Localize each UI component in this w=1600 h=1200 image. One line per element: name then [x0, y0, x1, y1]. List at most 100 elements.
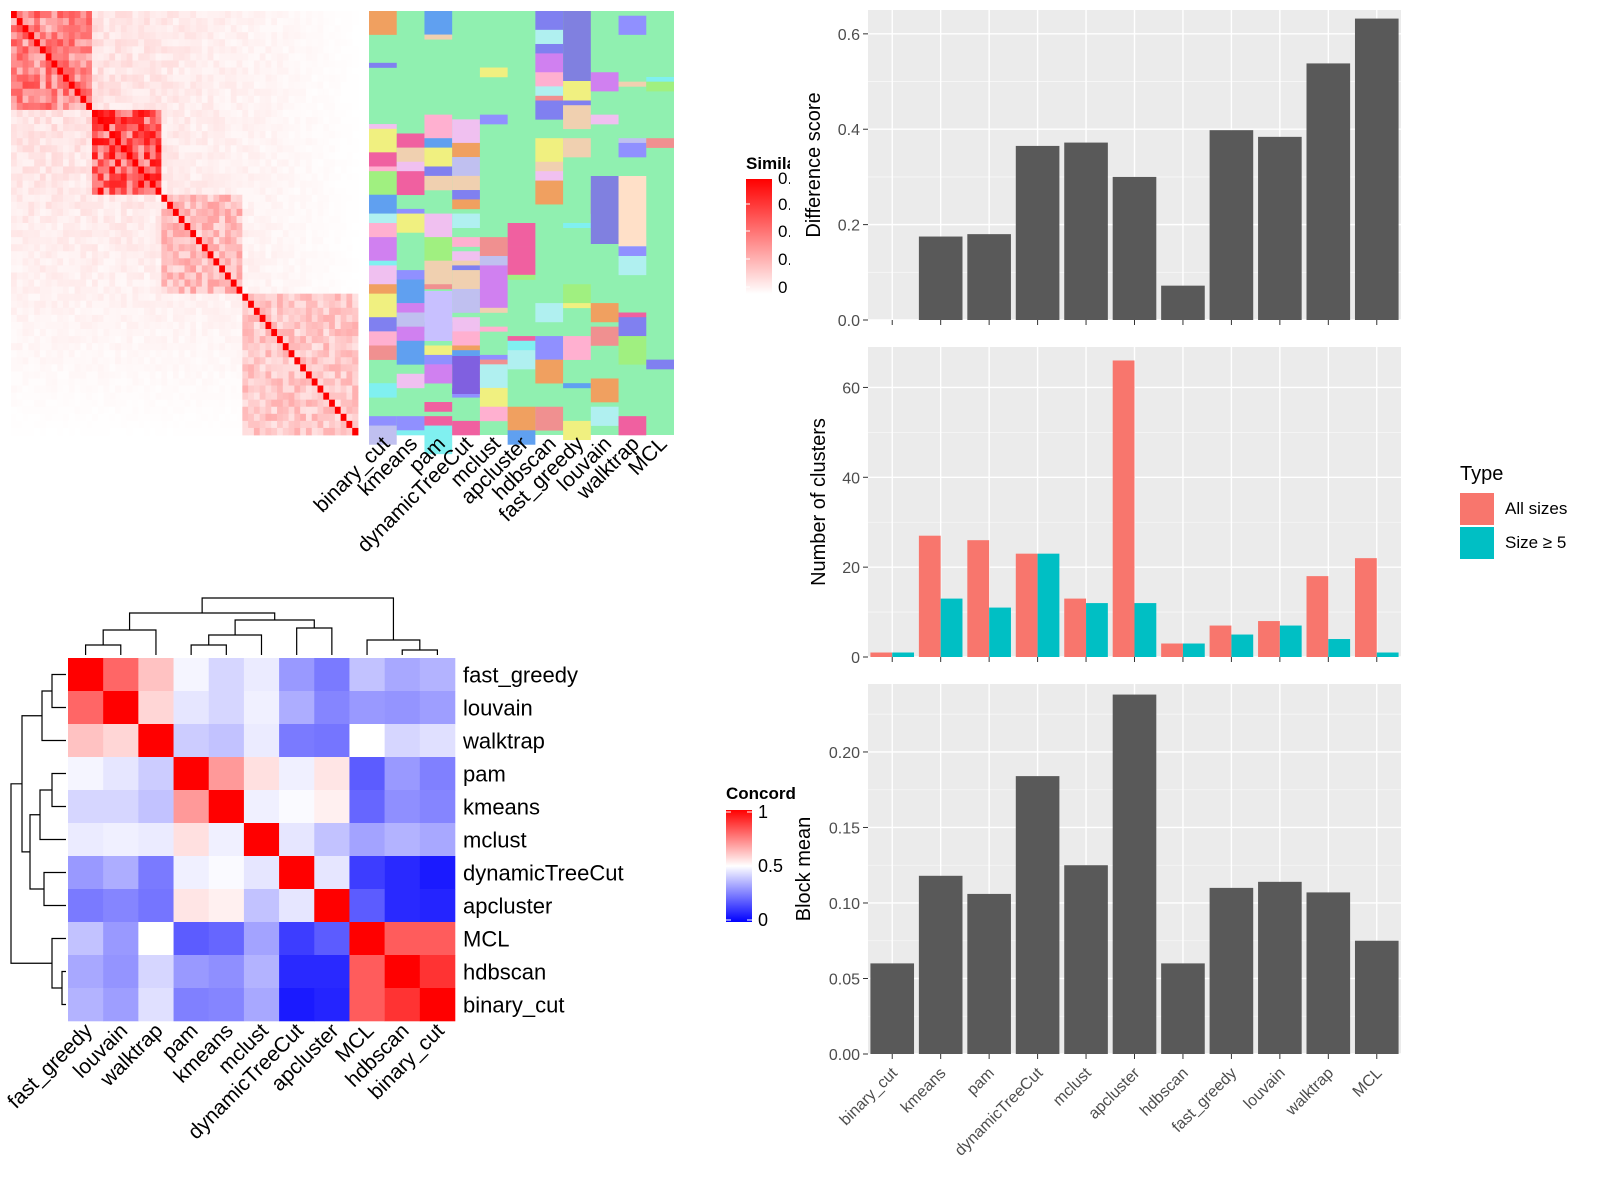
similarity-cell	[149, 131, 156, 139]
similarity-cell	[39, 329, 47, 337]
similarity-cell	[109, 265, 116, 273]
similarity-cell	[201, 131, 209, 139]
similarity-cell	[138, 385, 145, 393]
similarity-cell	[253, 67, 261, 75]
similarity-cell	[39, 244, 47, 252]
similarity-cell	[161, 208, 168, 217]
similarity-cell	[39, 194, 47, 203]
similarity-cell	[329, 385, 336, 393]
similarity-cell	[213, 350, 220, 358]
similarity-cell	[167, 117, 174, 125]
similarity-cell	[248, 371, 255, 379]
similarity-cell	[167, 399, 174, 408]
bar	[870, 652, 893, 657]
similarity-cell	[248, 329, 255, 337]
bar	[1231, 634, 1254, 657]
cluster-segment	[369, 293, 397, 318]
y-tick-label: 0.4	[838, 122, 860, 139]
similarity-cell	[207, 81, 214, 90]
cluster-segment	[452, 288, 480, 313]
similarity-cell	[51, 53, 58, 61]
similarity-cell	[277, 32, 284, 40]
similarity-cell	[51, 159, 58, 167]
cluster-segment	[618, 255, 647, 276]
similarity-cell	[34, 32, 41, 40]
similarity-cell	[161, 95, 168, 104]
similarity-cell	[16, 307, 23, 316]
similarity-cell	[126, 173, 133, 181]
similarity-cell	[201, 32, 209, 40]
similarity-cell	[28, 88, 35, 97]
concordance-cell	[173, 658, 210, 692]
similarity-cell	[63, 39, 70, 47]
similarity-cell	[207, 102, 214, 111]
similarity-cell	[103, 102, 110, 111]
similarity-cell	[253, 399, 261, 408]
similarity-cell	[22, 95, 29, 104]
similarity-cell	[265, 67, 272, 75]
similarity-cell	[207, 300, 214, 309]
similarity-cell	[11, 32, 18, 40]
similarity-cell	[311, 279, 318, 287]
similarity-cell	[207, 244, 214, 252]
similarity-cell	[219, 321, 226, 330]
cluster-segment	[452, 270, 480, 290]
similarity-cell	[34, 39, 41, 47]
similarity-cell	[352, 251, 359, 259]
similarity-cell	[57, 279, 64, 287]
similarity-cell	[224, 293, 232, 302]
similarity-cell	[329, 159, 336, 167]
similarity-cell	[132, 300, 139, 309]
similarity-cell	[91, 187, 99, 196]
similarity-cell	[271, 272, 278, 280]
similarity-cell	[86, 286, 93, 295]
similarity-cell	[97, 32, 104, 40]
similarity-cell	[311, 406, 318, 415]
similarity-cell	[51, 378, 58, 386]
similarity-cell	[155, 102, 162, 111]
similarity-cell	[80, 321, 87, 330]
similarity-cell	[224, 364, 232, 372]
similarity-cell	[63, 187, 70, 196]
similarity-cell	[190, 343, 197, 351]
similarity-cell	[45, 159, 52, 167]
similarity-cell	[253, 53, 261, 61]
similarity-cell	[294, 159, 301, 167]
similarity-cell	[259, 39, 266, 47]
similarity-cell	[167, 39, 174, 47]
similarity-cell	[115, 300, 122, 309]
similarity-cell	[149, 201, 156, 210]
concordance-cell	[279, 658, 315, 692]
similarity-cell	[138, 258, 145, 266]
cluster-segment	[396, 373, 425, 389]
similarity-cell	[259, 258, 266, 266]
similarity-cell	[115, 81, 122, 90]
similarity-cell	[28, 251, 35, 259]
similarity-cell	[126, 25, 133, 33]
similarity-cell	[86, 88, 93, 97]
similarity-cell	[184, 131, 191, 139]
similarity-cell	[323, 272, 330, 280]
similarity-cell	[109, 406, 116, 415]
similarity-cell	[138, 314, 145, 323]
similarity-cell	[149, 208, 156, 217]
similarity-cell	[80, 74, 87, 83]
similarity-cell	[97, 194, 104, 203]
similarity-cell	[352, 173, 359, 181]
similarity-cell	[201, 251, 209, 259]
similarity-cell	[329, 60, 336, 68]
similarity-cell	[51, 173, 58, 181]
similarity-cell	[149, 336, 156, 344]
concordance-cell	[173, 988, 210, 1022]
similarity-cell	[167, 194, 174, 203]
similarity-cell	[80, 117, 87, 125]
similarity-cell	[51, 237, 58, 245]
similarity-cell	[167, 392, 174, 401]
similarity-cell	[311, 39, 318, 47]
similarity-cell	[115, 343, 122, 351]
similarity-cell	[97, 152, 104, 160]
similarity-cell	[196, 124, 203, 132]
similarity-cell	[144, 420, 151, 429]
similarity-cell	[346, 39, 353, 47]
similarity-cell	[120, 152, 128, 160]
